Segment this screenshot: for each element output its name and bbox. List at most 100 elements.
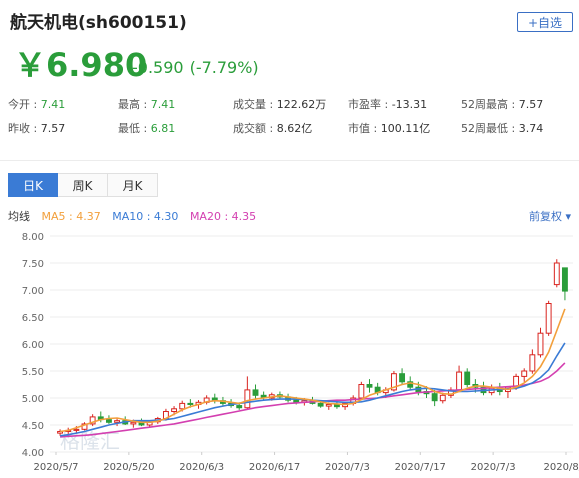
candle-body <box>561 267 568 292</box>
y-tick-label: 4.50 <box>22 421 44 432</box>
tab-月K[interactable]: 月K <box>108 173 158 197</box>
ma10-value: MA10 : 4.30 <box>112 210 179 223</box>
stock-title: 航天机电(sh600151) <box>10 13 187 33</box>
candle-body <box>130 421 137 425</box>
y-tick-label: 8.00 <box>22 232 44 243</box>
candle-body <box>407 381 414 388</box>
candle-body <box>179 402 186 410</box>
ma5-line <box>59 308 566 433</box>
candle-body <box>456 371 463 391</box>
stat-value: 7.57 <box>518 98 544 111</box>
candle-body <box>57 430 64 434</box>
ma-legend: 均线 MA5 : 4.37 MA10 : 4.30 MA20 : 4.35 <box>8 208 264 224</box>
caret-down-icon: ▾ <box>565 210 571 223</box>
stat-value: 6.81 <box>150 122 176 135</box>
stat-label: 最低 : <box>118 122 151 135</box>
stat-value: 7.41 <box>40 98 66 111</box>
ma-legend-label: 均线 <box>8 210 30 223</box>
adjust-dropdown[interactable]: 前复权 ▾ <box>529 208 571 224</box>
candle-body <box>399 373 406 383</box>
candle-body <box>464 371 471 386</box>
divider <box>0 160 579 161</box>
stat-item: 今开 : 7.41 <box>8 96 65 112</box>
ma20-line <box>60 362 566 438</box>
stat-label: 成交量 : <box>233 98 277 111</box>
quote-stats: 今开 : 7.41 最高 : 7.41 成交量 : 122.62万 市盈率 : -13… <box>8 96 573 144</box>
y-tick-label: 4.00 <box>22 448 44 459</box>
x-tick-label: 2020/7/17 <box>395 462 446 473</box>
stat-value: 7.57 <box>40 122 66 135</box>
y-tick-label: 6.50 <box>22 313 44 324</box>
candle-body <box>553 262 560 286</box>
candle-body <box>73 428 80 431</box>
tab-日K[interactable]: 日K <box>8 173 58 197</box>
y-tick-label: 5.50 <box>22 367 44 378</box>
candle-body <box>317 402 324 407</box>
stat-label: 今开 : <box>8 98 41 111</box>
ma20-value: MA20 : 4.35 <box>189 210 257 223</box>
stat-value: 8.62亿 <box>276 122 313 135</box>
candle-body <box>114 420 121 423</box>
stat-value: 7.41 <box>150 98 176 111</box>
candle-body <box>529 354 536 372</box>
x-tick-label: 2020/5/7 <box>34 462 79 473</box>
candle-body <box>431 393 438 402</box>
stat-value: 3.74 <box>518 122 544 135</box>
stat-item: 52周最高 : 7.57 <box>461 96 543 112</box>
x-tick-label: 2020/7/3 <box>471 462 516 473</box>
candle-body <box>325 403 332 407</box>
stat-label: 昨收 : <box>8 122 41 135</box>
stat-item: 市盈率 : -13.31 <box>348 96 427 112</box>
y-tick-label: 6.00 <box>22 340 44 351</box>
change-amount: -0.590 <box>132 58 184 77</box>
change-percent: (-7.79%) <box>189 58 259 77</box>
candle-body <box>171 408 178 413</box>
stat-value: -13.31 <box>391 98 428 111</box>
candle-body <box>390 373 397 391</box>
stat-item: 成交额 : 8.62亿 <box>233 120 312 136</box>
candle-body <box>545 303 552 334</box>
stat-item: 最高 : 7.41 <box>118 96 175 112</box>
stat-label: 52周最高 : <box>461 98 519 111</box>
candle-body <box>366 384 373 388</box>
tab-周K[interactable]: 周K <box>58 173 108 197</box>
x-tick-label: 2020/5/20 <box>103 462 154 473</box>
add-to-watchlist-button[interactable]: +自选 <box>517 12 573 32</box>
candle-body <box>439 394 446 402</box>
stat-item: 最低 : 6.81 <box>118 120 175 136</box>
candle-body <box>105 419 112 423</box>
candle-body <box>252 389 259 396</box>
y-tick-label: 5.00 <box>22 394 44 405</box>
stat-item: 市值 : 100.11亿 <box>348 120 430 136</box>
stat-label: 成交额 : <box>233 122 277 135</box>
stat-value: 100.11亿 <box>380 122 431 135</box>
x-tick-label: 2020/7/3 <box>325 462 370 473</box>
candle-body <box>521 370 528 377</box>
kline-chart[interactable]: 4.00 4.50 5.00 5.50 6.00 6.50 7.00 7.50 8.00 2020… <box>0 226 579 478</box>
stat-item: 52周最低 : 3.74 <box>461 120 543 136</box>
stat-item: 昨收 : 7.57 <box>8 120 65 136</box>
adjust-label: 前复权 <box>528 210 562 223</box>
stat-label: 52周最低 : <box>461 122 519 135</box>
x-tick-label: 2020/6/17 <box>249 462 300 473</box>
candle-body <box>358 384 365 399</box>
y-tick-label: 7.50 <box>22 259 44 270</box>
x-tick-label: 2020/8/1 <box>544 462 579 473</box>
price-change: -0.590 (-7.79%) <box>132 58 265 77</box>
x-tick-label: 2020/6/3 <box>179 462 224 473</box>
current-price: ￥6.980 <box>14 46 148 84</box>
candle-body <box>187 402 194 405</box>
stat-item: 成交量 : 122.62万 <box>233 96 326 112</box>
stats-row: 昨收 : 7.57 最低 : 6.81 成交额 : 8.62亿 市值 : 100.11… <box>8 120 573 144</box>
stat-label: 最高 : <box>118 98 151 111</box>
candle-body <box>244 389 251 409</box>
ma5-value: MA5 : 4.37 <box>41 210 101 223</box>
candle-body <box>537 332 544 356</box>
candle-body <box>236 405 243 409</box>
y-tick-label: 7.00 <box>22 286 44 297</box>
stat-label: 市值 : <box>348 122 381 135</box>
stats-row: 今开 : 7.41 最高 : 7.41 成交量 : 122.62万 市盈率 : -13… <box>8 96 573 120</box>
candle-body <box>89 416 96 425</box>
kline-period-tabs: 日K 周K 月K <box>8 173 158 197</box>
stat-value: 122.62万 <box>276 98 327 111</box>
